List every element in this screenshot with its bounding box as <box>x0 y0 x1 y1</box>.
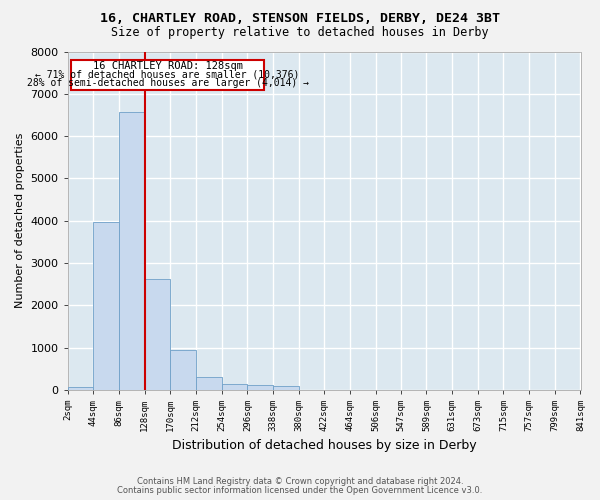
Text: ← 71% of detached houses are smaller (10,376): ← 71% of detached houses are smaller (10… <box>35 70 300 80</box>
X-axis label: Distribution of detached houses by size in Derby: Distribution of detached houses by size … <box>172 440 476 452</box>
Bar <box>94 222 119 390</box>
Text: 28% of semi-detached houses are larger (4,014) →: 28% of semi-detached houses are larger (… <box>26 78 308 88</box>
Bar <box>119 112 145 390</box>
Bar <box>196 377 222 390</box>
Bar <box>273 386 299 390</box>
Y-axis label: Number of detached properties: Number of detached properties <box>15 133 25 308</box>
Bar <box>68 386 94 390</box>
Text: 16, CHARTLEY ROAD, STENSON FIELDS, DERBY, DE24 3BT: 16, CHARTLEY ROAD, STENSON FIELDS, DERBY… <box>100 12 500 26</box>
Text: Size of property relative to detached houses in Derby: Size of property relative to detached ho… <box>111 26 489 39</box>
Bar <box>222 384 247 390</box>
Text: Contains public sector information licensed under the Open Government Licence v3: Contains public sector information licen… <box>118 486 482 495</box>
FancyBboxPatch shape <box>71 60 264 90</box>
Text: 16 CHARTLEY ROAD: 128sqm: 16 CHARTLEY ROAD: 128sqm <box>92 62 242 72</box>
Bar <box>247 385 273 390</box>
Bar <box>170 350 196 390</box>
Bar <box>145 279 170 390</box>
Text: Contains HM Land Registry data © Crown copyright and database right 2024.: Contains HM Land Registry data © Crown c… <box>137 477 463 486</box>
